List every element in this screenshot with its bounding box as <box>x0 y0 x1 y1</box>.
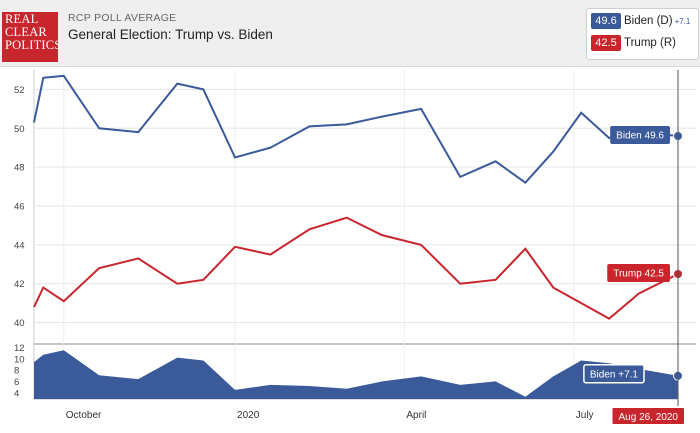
date-flag-label: Aug 26, 2020 <box>619 412 679 423</box>
logo-line-3: POLITICS <box>5 38 62 52</box>
spread-area <box>34 350 678 399</box>
chart-header: REAL CLEAR POLITICS RCP POLL AVERAGE Gen… <box>0 0 700 67</box>
trump-flag-label: Trump 42.5 <box>613 269 664 280</box>
legend-trump-value: 42.5 <box>591 35 621 51</box>
legend-trump-name: Trump (R) <box>624 37 676 49</box>
y-tick-44: 44 <box>14 240 25 251</box>
spread-tick-6: 6 <box>14 377 19 388</box>
spread-tick-12: 12 <box>14 343 25 354</box>
x-tick-april: April <box>406 410 426 421</box>
y-tick-46: 46 <box>14 202 25 213</box>
chart-title: General Election: Trump vs. Biden <box>68 27 273 42</box>
biden-flag <box>610 126 670 145</box>
value-flags: Biden 49.6 Trump 42.5 Biden +7.1 Aug 26,… <box>583 126 684 424</box>
x-tick-july: July <box>576 410 594 421</box>
chart-subtitle: RCP POLL AVERAGE <box>68 12 177 24</box>
y-tick-48: 48 <box>14 163 25 174</box>
spread-flag-label: Biden +7.1 <box>590 369 639 380</box>
rcp-logo[interactable]: REAL CLEAR POLITICS <box>2 12 62 62</box>
y-tick-52: 52 <box>14 85 25 96</box>
biden-line <box>33 74 679 185</box>
trump-line <box>33 216 679 320</box>
legend-biden-value: 49.6 <box>591 13 621 29</box>
y-tick-42: 42 <box>14 279 25 290</box>
x-tick-october: October <box>66 410 102 421</box>
poll-lines <box>33 70 683 406</box>
date-flag <box>612 408 684 424</box>
spread-tick-4: 4 <box>14 388 19 399</box>
logo-line-1: REAL <box>5 12 39 26</box>
legend-box: 49.6 Biden (D) +7.1 42.5 Trump (R) <box>586 8 699 60</box>
legend-biden-spread: +7.1 <box>674 16 691 26</box>
y-tick-40: 40 <box>14 318 25 329</box>
spread-tick-10: 10 <box>14 354 25 365</box>
spread-flag <box>583 364 645 384</box>
legend-biden[interactable]: 49.6 Biden (D) +7.1 <box>591 13 690 31</box>
biden-flag-label: Biden 49.6 <box>616 131 664 142</box>
logo-line-2: CLEAR <box>5 25 47 39</box>
grid-lines <box>33 70 696 400</box>
spread-area-fill <box>34 350 678 399</box>
legend-trump[interactable]: 42.5 Trump (R) <box>591 35 676 53</box>
trump-flag <box>607 264 670 282</box>
x-tick-2020: 2020 <box>237 410 260 421</box>
spread-tick-8: 8 <box>14 366 19 377</box>
y-tick-50: 50 <box>14 124 25 135</box>
legend-biden-name: Biden (D) <box>624 15 673 27</box>
